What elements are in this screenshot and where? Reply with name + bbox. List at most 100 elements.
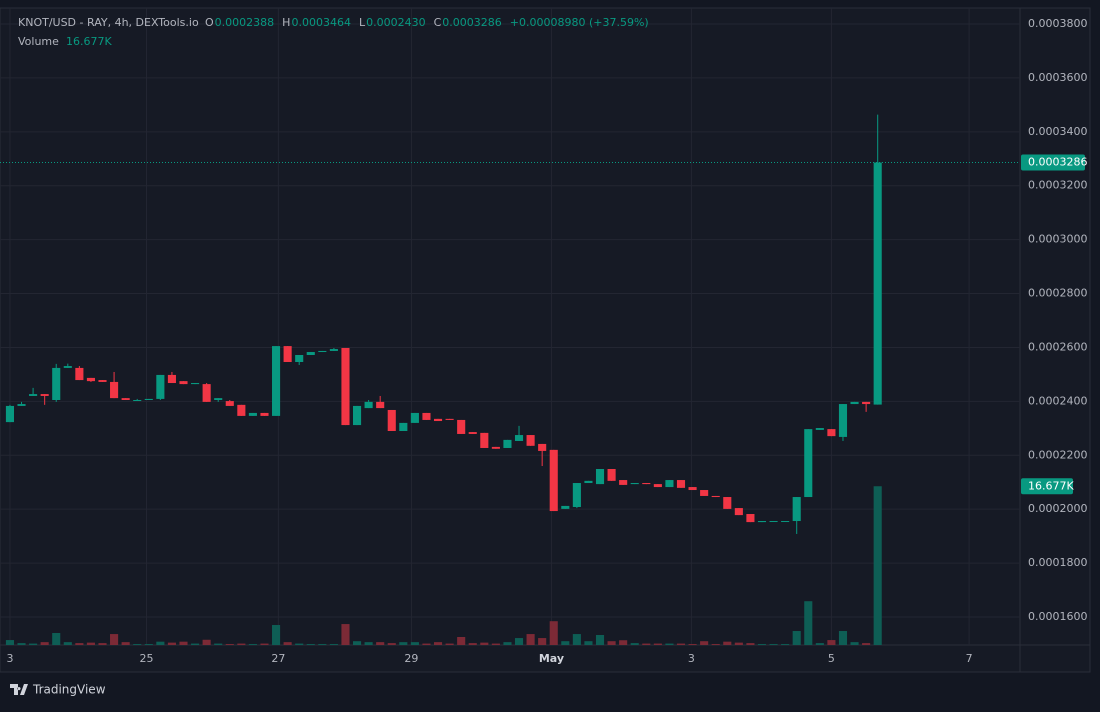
candle-body: [248, 412, 257, 416]
volume-bar: [838, 631, 848, 645]
candle-body: [445, 418, 454, 420]
candle-body: [480, 432, 489, 448]
x-tick-label: May: [539, 652, 564, 665]
y-tick-label: 0.0002200: [1028, 448, 1088, 461]
candle-body: [329, 349, 338, 351]
volume-bar: [225, 644, 234, 645]
volume-bar: [514, 638, 524, 645]
ohlc-value: 0.0002430: [366, 16, 426, 29]
candle-body: [98, 380, 107, 382]
candle-body: [17, 404, 26, 406]
candle-body: [86, 377, 95, 382]
volume-tag-label: 16.677K: [1028, 479, 1074, 492]
volume-bar: [283, 642, 292, 645]
candle-body: [260, 412, 269, 416]
volume-bar: [491, 643, 500, 645]
volume-bar: [630, 643, 639, 645]
candle-body: [827, 429, 836, 437]
candle-body: [491, 446, 500, 449]
candle-body: [746, 514, 755, 523]
volume-bar: [306, 644, 315, 645]
ohlc-value: 0.0003286: [442, 16, 502, 29]
volume-bar: [850, 642, 859, 645]
volume-bar: [561, 641, 570, 645]
candle-body: [191, 383, 200, 385]
volume-bar: [75, 643, 84, 645]
volume-bar: [17, 643, 26, 645]
volume-bar: [457, 637, 466, 645]
volume-bar: [364, 642, 373, 645]
volume-bar: [734, 642, 743, 645]
candle-body: [642, 483, 651, 485]
candle-body: [214, 398, 223, 401]
candle-body: [653, 484, 662, 488]
volume-bar: [433, 642, 443, 645]
candle-body: [110, 381, 119, 399]
volume-bar: [156, 641, 165, 645]
candle-body: [121, 398, 130, 401]
ohlc-label: C: [434, 16, 442, 29]
volume-bar: [179, 641, 188, 645]
ohlc-label: O: [205, 16, 214, 29]
volume-bar: [653, 643, 662, 645]
volume-bar: [167, 642, 176, 645]
volume-bar: [619, 640, 628, 645]
candle-body: [133, 400, 142, 402]
volume-bar: [676, 643, 686, 645]
volume-bar: [133, 644, 142, 645]
candle-body: [757, 521, 767, 523]
candle-body: [572, 483, 581, 508]
ohlc-value: 0.0003464: [291, 16, 351, 29]
volume-bar: [352, 641, 362, 645]
candle-body: [711, 495, 720, 498]
y-tick-label: 0.0002400: [1028, 394, 1088, 407]
volume-title: Volume: [18, 35, 59, 48]
candle-body: [179, 381, 188, 385]
x-tick-label: 3: [6, 652, 13, 665]
candle-body: [665, 480, 674, 488]
x-tick-label: 29: [404, 652, 418, 665]
volume-bar: [549, 621, 558, 645]
logo-text: TradingView: [32, 683, 106, 697]
volume-bar: [757, 644, 767, 645]
volume-bar: [237, 643, 246, 645]
volume-bar: [746, 643, 755, 645]
candle-body: [468, 432, 477, 434]
volume-bar: [40, 642, 49, 645]
volume-bar: [503, 642, 512, 645]
volume-bar: [723, 641, 732, 645]
volume-pane: [5, 486, 882, 645]
candle-body: [364, 401, 373, 409]
candle-body: [850, 401, 859, 405]
volume-bar: [399, 642, 408, 645]
overlay: 0.0003286 16.677K: [0, 154, 1088, 495]
candle-body: [75, 367, 84, 381]
x-tick-label: 27: [271, 652, 285, 665]
volume-bar: [121, 642, 130, 645]
volume-bar: [202, 639, 211, 645]
candle-body: [387, 409, 396, 431]
volume-value: 16.677K: [66, 35, 112, 48]
x-tick-label: 7: [966, 652, 973, 665]
candle-body: [769, 521, 778, 523]
volume-bar: [526, 634, 535, 645]
y-tick-label: 0.0003600: [1028, 71, 1088, 84]
candle-body: [700, 490, 709, 496]
volume-bar: [584, 641, 593, 645]
candle-body: [538, 443, 547, 451]
volume-bar: [595, 635, 605, 645]
volume-bar: [387, 643, 396, 645]
volume-bar: [410, 642, 419, 645]
logo-icon: [10, 684, 28, 695]
candle-body: [237, 404, 246, 416]
volume-bar: [341, 624, 350, 645]
volume-bar: [873, 486, 882, 645]
volume-bar: [642, 643, 651, 645]
volume-bar: [445, 643, 454, 645]
ohlc-label: H: [282, 16, 290, 29]
volume-bar: [272, 625, 281, 645]
candle-body: [838, 404, 848, 437]
candle-body: [607, 469, 616, 481]
volume-bar: [63, 642, 72, 645]
